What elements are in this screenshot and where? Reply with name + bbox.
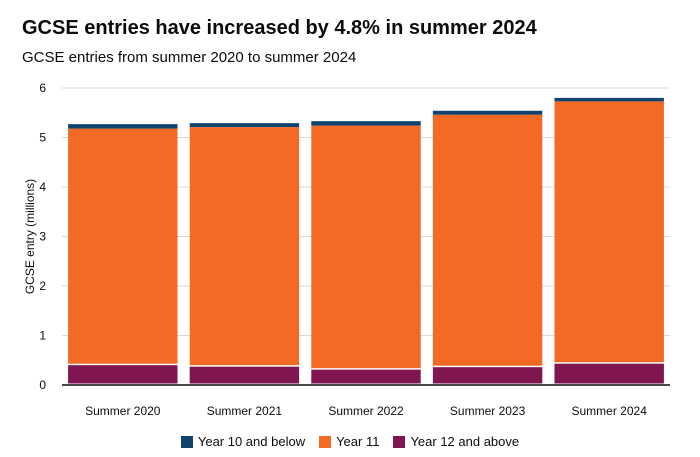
bar-segment [311, 369, 421, 384]
y-tick-label: 5 [39, 131, 46, 145]
chart-subtitle: GCSE entries from summer 2020 to summer … [22, 49, 357, 66]
legend-swatch [180, 435, 193, 448]
x-tick-label: Summer 2022 [328, 404, 404, 418]
bar-segment [554, 97, 664, 102]
bar-segment [311, 121, 421, 126]
bar-segment [189, 123, 300, 128]
x-axis-ticks: Summer 2020 Summer 2021 Summer 2022 Summer … [85, 404, 647, 418]
bar-segment [432, 114, 543, 366]
bars [68, 97, 664, 384]
y-tick-label: 3 [39, 230, 46, 244]
y-axis-label: GCSE entry (millions) [23, 179, 37, 294]
bar-segment [432, 110, 543, 115]
y-axis-ticks: 0 1 2 3 4 5 6 [39, 81, 46, 392]
legend-label: Year 12 and above [410, 434, 520, 449]
x-tick-label: Summer 2024 [572, 404, 648, 418]
bar-segment [189, 127, 300, 366]
y-tick-label: 6 [39, 81, 46, 95]
x-tick-label: Summer 2020 [85, 404, 161, 418]
bar-segment [189, 366, 300, 384]
y-tick-label: 1 [39, 329, 46, 343]
legend-swatch [319, 435, 332, 448]
bar-segment [68, 128, 178, 364]
bar-segment [68, 365, 178, 384]
bar-segment [554, 101, 664, 363]
y-tick-label: 0 [39, 378, 46, 392]
y-tick-label: 4 [39, 180, 46, 194]
legend-item: Year 11 [319, 434, 379, 449]
x-tick-label: Summer 2021 [207, 404, 283, 418]
bar-segment [311, 125, 421, 369]
legend-label: Year 11 [336, 434, 380, 449]
legend: Year 10 and below Year 11 Year 12 and abov… [0, 434, 700, 449]
bar-segment [432, 367, 543, 384]
legend-label: Year 10 and below [197, 434, 306, 449]
chart-title: GCSE entries have increased by 4.8% in s… [22, 17, 537, 39]
legend-swatch [393, 435, 406, 448]
x-tick-label: Summer 2023 [450, 404, 526, 418]
bar-segment [554, 363, 664, 384]
y-tick-label: 2 [39, 279, 46, 293]
legend-item: Year 10 and below [180, 434, 306, 449]
legend-item: Year 12 and above [393, 434, 519, 449]
bar-segment [68, 124, 178, 129]
